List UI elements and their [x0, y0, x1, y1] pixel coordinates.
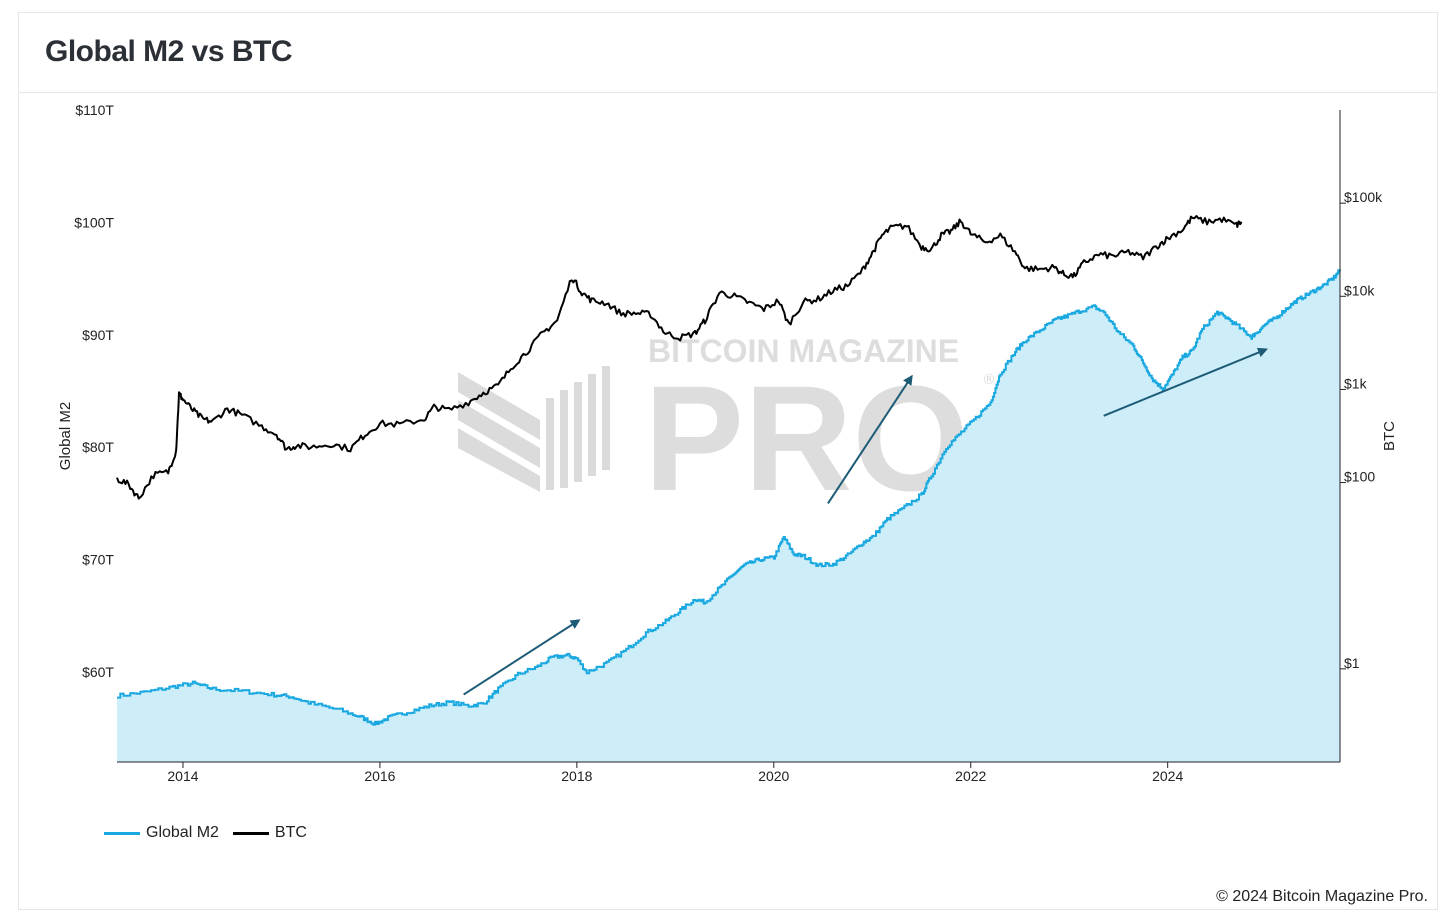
right-tick-label-1: $1	[1344, 655, 1360, 671]
x-tick-label-2020: 2020	[758, 768, 789, 784]
x-tick-label-2016: 2016	[364, 768, 395, 784]
x-tick-label-2014: 2014	[167, 768, 198, 784]
watermark-registered-mark: ®	[982, 372, 996, 388]
watermark-top-text: BITCOIN MAGAZINE	[648, 333, 959, 369]
watermark-main-text: PRO	[644, 354, 969, 522]
plot-area: 2014 2016 2018 2020 2022 2024 $60T $70T $80T $90T…	[57, 102, 1398, 784]
legend-swatch-global-m2	[104, 831, 140, 835]
left-tick-label-110: $110T	[75, 102, 114, 118]
card-header: Global M2 vs BTC	[19, 13, 1437, 93]
watermark-logo-icon	[458, 366, 610, 492]
legend-item-global-m2[interactable]: Global M2	[104, 824, 219, 842]
x-tick-label-2018: 2018	[561, 768, 592, 784]
chart-title: Global M2 vs BTC	[45, 35, 293, 68]
left-tick-label-80: $80T	[82, 439, 114, 455]
watermark: BITCOIN MAGAZINE PRO ®	[458, 333, 996, 522]
m2-line	[117, 269, 1341, 726]
legend-label-btc: BTC	[274, 824, 307, 841]
legend: Global M2 BTC	[104, 824, 321, 842]
trend-arrow-3	[1103, 347, 1268, 417]
trend-arrow-2	[827, 374, 913, 504]
btc-line	[116, 215, 1243, 500]
right-axis-title: BTC	[1381, 421, 1398, 451]
left-axis-title: Global M2	[57, 402, 74, 470]
copyright-text: © 2024 Bitcoin Magazine Pro.	[1216, 888, 1428, 905]
trend-arrow-1	[463, 619, 581, 696]
right-tick-label-1000: $1k	[1344, 375, 1368, 391]
m2-area	[117, 269, 1340, 762]
left-tick-label-70: $70T	[82, 552, 114, 568]
left-tick-label-90: $90T	[82, 327, 114, 343]
right-tick-label-100: $100	[1344, 469, 1375, 485]
x-tick-label-2022: 2022	[955, 768, 986, 784]
right-tick-label-10000: $10k	[1344, 282, 1375, 298]
x-tick-label-2024: 2024	[1152, 768, 1183, 784]
right-tick-label-100000: $100k	[1344, 189, 1383, 205]
legend-label-global-m2: Global M2	[146, 824, 219, 841]
left-tick-label-100: $100T	[74, 214, 114, 230]
legend-item-btc[interactable]: BTC	[232, 824, 307, 842]
left-tick-label-60: $60T	[82, 664, 114, 680]
legend-swatch-btc	[232, 831, 269, 835]
